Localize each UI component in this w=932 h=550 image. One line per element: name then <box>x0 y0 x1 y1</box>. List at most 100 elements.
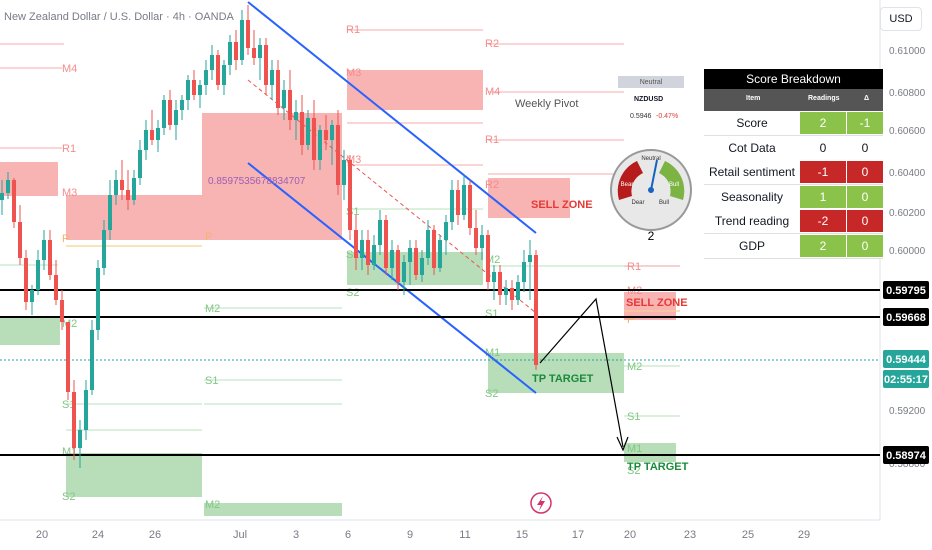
candle-body <box>486 235 490 282</box>
candle-body <box>42 240 46 260</box>
candle-body <box>408 248 412 262</box>
pivot-label: M2 <box>627 361 642 373</box>
candle-body <box>318 130 322 160</box>
time-tick: 3 <box>293 529 299 541</box>
candle-body <box>492 272 496 282</box>
support-zone <box>204 503 342 516</box>
candle-body <box>384 220 388 268</box>
fib-value-label: 0.8597535678834707 <box>208 176 306 187</box>
support-zone <box>0 316 60 345</box>
gauge-change: -0.47% <box>656 113 679 120</box>
candle-body <box>168 100 172 125</box>
channel-upper <box>247 1 537 234</box>
price-tick: 0.58800 <box>889 459 926 470</box>
currency-button[interactable]: USD <box>880 7 922 31</box>
candle-body <box>348 160 352 230</box>
candle-body <box>294 112 298 120</box>
candle-body <box>330 125 334 140</box>
candle-body <box>510 288 514 300</box>
price-tag-text: 0.59668 <box>886 312 926 324</box>
pivot-label: M4 <box>62 63 77 75</box>
time-tick: 25 <box>742 529 754 541</box>
price-tag: 0.59444 <box>883 350 929 368</box>
time-tick: 20 <box>36 529 48 541</box>
candle-body <box>522 262 526 282</box>
candle-body <box>102 230 106 268</box>
pivot-label: S2 <box>627 465 640 477</box>
price-tag-text: 0.59444 <box>886 354 927 366</box>
tp-target-label: TP TARGET <box>532 373 594 385</box>
candle-body <box>12 180 16 222</box>
score-delta: 0 <box>847 210 883 232</box>
resistance-zone <box>488 178 570 218</box>
time-tick: Jul <box>233 529 247 541</box>
candle-body <box>90 330 94 390</box>
price-tick: 0.60600 <box>889 126 926 137</box>
score-reading: 0 <box>800 136 846 159</box>
projection-path <box>539 297 624 448</box>
candle-body <box>192 80 196 95</box>
gauge-symbol: NZDUSD <box>634 96 664 103</box>
resistance-zone <box>624 292 676 320</box>
candle-body <box>390 250 394 268</box>
candle-body <box>372 245 376 265</box>
candle-body <box>126 190 130 200</box>
support-zone <box>624 443 676 462</box>
candle-body <box>270 70 274 85</box>
pivot-label: S2 <box>62 491 75 503</box>
score-item: Cot Data <box>728 140 776 155</box>
pivot-label: R1 <box>346 24 360 36</box>
gauge-pivot <box>648 187 654 193</box>
candle-body <box>174 110 178 125</box>
pivot-label: M3 <box>62 187 77 199</box>
pivot-label: R1 <box>62 143 76 155</box>
candle-body <box>252 48 256 58</box>
time-tick: 11 <box>459 529 470 541</box>
pivot-label: R1 <box>627 261 641 273</box>
gauge-title: Neutral <box>618 76 684 88</box>
lightning-icon <box>530 492 552 514</box>
score-reading: 2 <box>800 112 846 134</box>
score-reading: 1 <box>800 185 846 208</box>
candle-body <box>516 282 520 300</box>
time-tick: 29 <box>798 529 810 541</box>
pivot-label: R2 <box>485 179 499 191</box>
candle-body <box>228 42 232 65</box>
price-tag-box <box>883 370 929 388</box>
price-tick: 0.60000 <box>889 246 926 257</box>
candle-body <box>234 42 238 60</box>
score-row: GDP 2 0 <box>704 233 883 259</box>
candle-body <box>144 130 148 150</box>
candle-body <box>432 230 436 268</box>
candle-body <box>360 240 364 258</box>
price-tag: 02:55:17 <box>883 370 929 388</box>
score-col-item: Item <box>746 95 761 102</box>
candle-body <box>336 125 340 185</box>
candle-body <box>6 180 10 193</box>
candle-body <box>84 390 88 430</box>
score-reading: 2 <box>800 234 846 257</box>
candle-body <box>246 20 250 48</box>
score-item: Seasonality <box>720 189 784 204</box>
score-delta: 0 <box>847 234 883 257</box>
score-row: Score 2 -1 <box>704 111 883 136</box>
pivot-label: M1 <box>627 443 642 455</box>
time-tick: 17 <box>572 529 584 541</box>
candle-body <box>378 220 382 245</box>
price-tag-text: 02:55:17 <box>884 374 928 386</box>
price-tag-box <box>883 281 929 299</box>
candle-body <box>114 180 118 195</box>
pivot-label: S1 <box>205 375 218 387</box>
candle-body <box>300 112 304 145</box>
score-delta: 0 <box>847 161 883 183</box>
candle-body <box>426 230 430 258</box>
weekly-pivot-label: Weekly Pivot <box>515 98 578 110</box>
candle-body <box>0 193 4 200</box>
pivot-label: S1 <box>485 308 498 320</box>
candle-body <box>36 260 40 290</box>
candle-body <box>396 250 400 282</box>
candle-body <box>216 55 220 85</box>
pivot-label: M4 <box>485 86 500 98</box>
